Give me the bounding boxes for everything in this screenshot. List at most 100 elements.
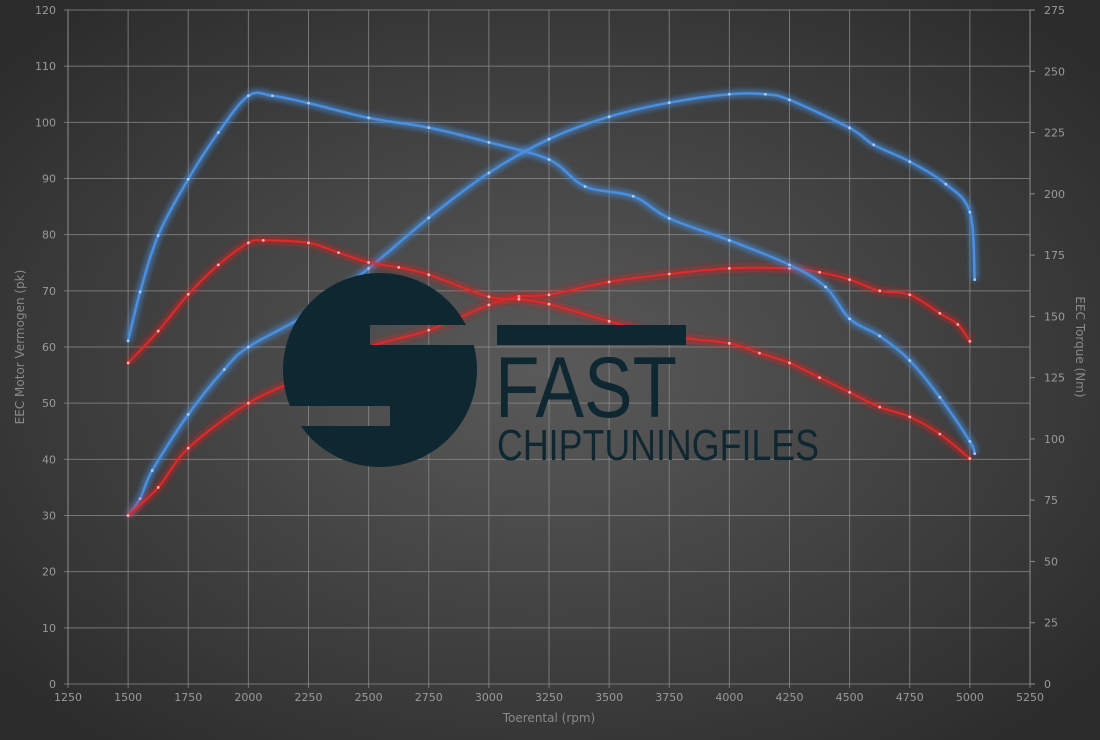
data-point xyxy=(367,116,371,120)
data-point xyxy=(758,351,761,355)
data-point xyxy=(261,238,265,242)
y-left-tick-label: 90 xyxy=(42,173,56,186)
data-point xyxy=(848,390,852,394)
series-power-blue xyxy=(126,92,977,517)
data-point xyxy=(246,241,250,245)
x-tick-label: 1500 xyxy=(114,691,142,704)
data-point xyxy=(848,126,852,130)
data-point xyxy=(818,376,821,380)
series-line xyxy=(127,266,971,517)
data-point xyxy=(944,182,948,186)
y-right-tick-label: 150 xyxy=(1044,310,1065,323)
data-point xyxy=(968,339,972,343)
data-point xyxy=(667,216,671,220)
data-point xyxy=(607,280,611,284)
x-tick-label: 3250 xyxy=(535,691,563,704)
series-torque-red xyxy=(126,238,972,460)
data-point xyxy=(487,303,491,307)
y-left-tick-label: 50 xyxy=(42,397,56,410)
y-left-tick-label: 30 xyxy=(42,510,56,523)
data-point xyxy=(667,272,671,276)
x-tick-label: 4250 xyxy=(776,691,804,704)
logo-text-chiptuningfiles: CHIPTUNINGFILES xyxy=(497,421,819,470)
data-point xyxy=(307,101,310,105)
y-right-tick-label: 175 xyxy=(1044,249,1065,262)
data-point xyxy=(547,293,551,297)
data-point xyxy=(878,405,882,409)
data-point xyxy=(968,210,972,214)
x-tick-label: 3750 xyxy=(655,691,683,704)
data-point xyxy=(938,395,942,399)
data-point xyxy=(156,234,160,237)
data-point xyxy=(427,273,431,277)
data-point xyxy=(138,497,142,501)
data-point xyxy=(583,185,587,188)
y-axis-left-label: EEC Motor Vermogen (pk) xyxy=(13,270,27,425)
data-point xyxy=(788,266,791,270)
y-right-tick-label: 275 xyxy=(1044,4,1065,17)
x-axis-label: Toerental (rpm) xyxy=(502,711,595,725)
x-tick-label: 4000 xyxy=(715,691,743,704)
y-left-tick-label: 100 xyxy=(35,116,56,129)
data-point xyxy=(788,263,791,267)
y-right-tick-label: 250 xyxy=(1044,65,1065,78)
data-point xyxy=(727,266,731,270)
data-point xyxy=(487,295,491,299)
y-right-tick-label: 50 xyxy=(1044,555,1058,568)
data-point xyxy=(968,439,972,443)
data-point xyxy=(727,92,731,96)
data-point xyxy=(764,92,767,96)
data-point xyxy=(156,486,160,489)
data-point xyxy=(271,94,274,98)
data-point xyxy=(908,359,912,362)
data-point xyxy=(216,263,220,267)
series-layer xyxy=(126,91,977,517)
series-line xyxy=(126,91,976,455)
x-tick-label: 3000 xyxy=(475,691,503,704)
data-point xyxy=(517,295,521,298)
data-point xyxy=(186,413,190,416)
y-left-tick-label: 10 xyxy=(42,622,56,635)
series-line xyxy=(127,92,976,517)
data-point xyxy=(973,278,977,281)
data-point xyxy=(848,317,852,321)
y-left-tick-label: 60 xyxy=(42,341,56,354)
y-left-tick-label: 0 xyxy=(49,678,56,691)
data-point xyxy=(848,278,852,281)
data-point xyxy=(607,319,611,323)
grid xyxy=(64,9,1035,688)
fast-chiptuningfiles-logo: FAST CHIPTUNINGFILES xyxy=(283,273,819,470)
y-left-tick-label: 70 xyxy=(42,285,56,298)
data-point xyxy=(397,265,401,269)
data-point xyxy=(727,238,731,242)
logo-text-fast: FAST xyxy=(495,340,677,436)
data-point xyxy=(367,266,371,270)
x-tick-label: 3500 xyxy=(595,691,623,704)
data-point xyxy=(126,514,130,517)
data-point xyxy=(138,290,142,294)
y-right-tick-label: 75 xyxy=(1044,494,1058,507)
data-point xyxy=(547,302,551,306)
y-left-tick-label: 110 xyxy=(35,60,56,73)
x-tick-label: 2000 xyxy=(234,691,262,704)
data-point xyxy=(607,115,611,119)
y-right-tick-label: 0 xyxy=(1044,678,1051,691)
y-left-tick-label: 120 xyxy=(35,4,56,17)
data-point xyxy=(337,251,340,255)
data-point xyxy=(908,293,912,297)
series-torque-blue xyxy=(126,91,977,456)
y-right-tick-label: 125 xyxy=(1044,372,1065,385)
data-point xyxy=(824,285,827,289)
data-point xyxy=(788,98,791,102)
data-point xyxy=(186,177,190,181)
data-point xyxy=(818,270,821,274)
data-point xyxy=(908,415,912,419)
data-point xyxy=(631,194,635,198)
data-point xyxy=(150,469,154,472)
x-tick-label: 4500 xyxy=(836,691,864,704)
data-point xyxy=(938,311,942,315)
data-point xyxy=(367,261,371,264)
data-point xyxy=(126,361,130,365)
